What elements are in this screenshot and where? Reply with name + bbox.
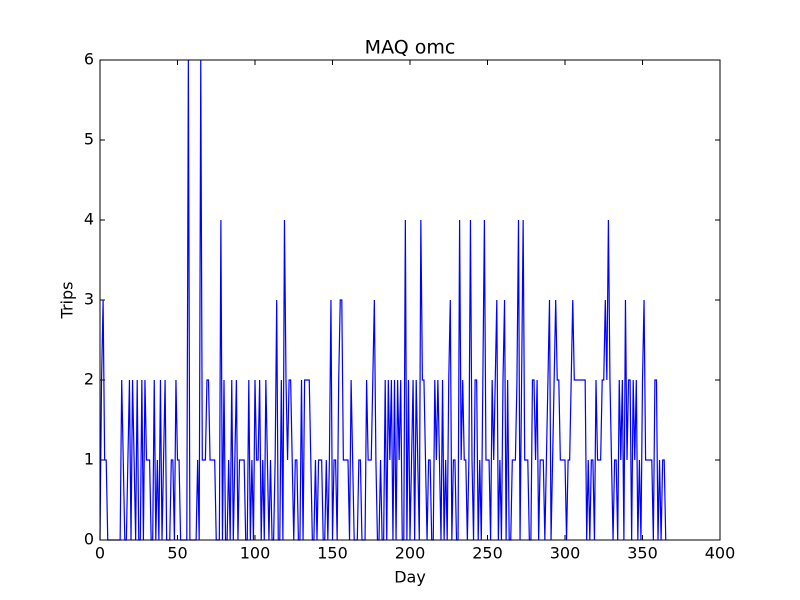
x-tick-label: 0	[95, 544, 105, 563]
x-tick-label: 50	[167, 544, 187, 563]
y-tick-label: 5	[84, 130, 94, 149]
x-tick-label: 250	[472, 544, 503, 563]
x-tick-label: 150	[317, 544, 348, 563]
y-tick-label: 2	[84, 370, 94, 389]
x-tick-label: 200	[395, 544, 426, 563]
x-tick-label: 350	[627, 544, 658, 563]
y-tick-label: 3	[84, 290, 94, 309]
x-axis-label: Day	[394, 568, 426, 587]
x-tick-label: 100	[240, 544, 271, 563]
y-tick-label: 0	[84, 530, 94, 549]
plot-frame	[99, 59, 721, 541]
chart-title: MAQ omc	[365, 37, 456, 59]
x-tick-label: 400	[705, 544, 736, 563]
y-tick-label: 4	[84, 210, 94, 229]
y-tick-label: 6	[84, 50, 94, 69]
y-tick-label: 1	[84, 450, 94, 469]
x-tick-label: 300	[550, 544, 581, 563]
data-line	[99, 59, 667, 541]
y-axis-label: Trips	[58, 282, 77, 320]
